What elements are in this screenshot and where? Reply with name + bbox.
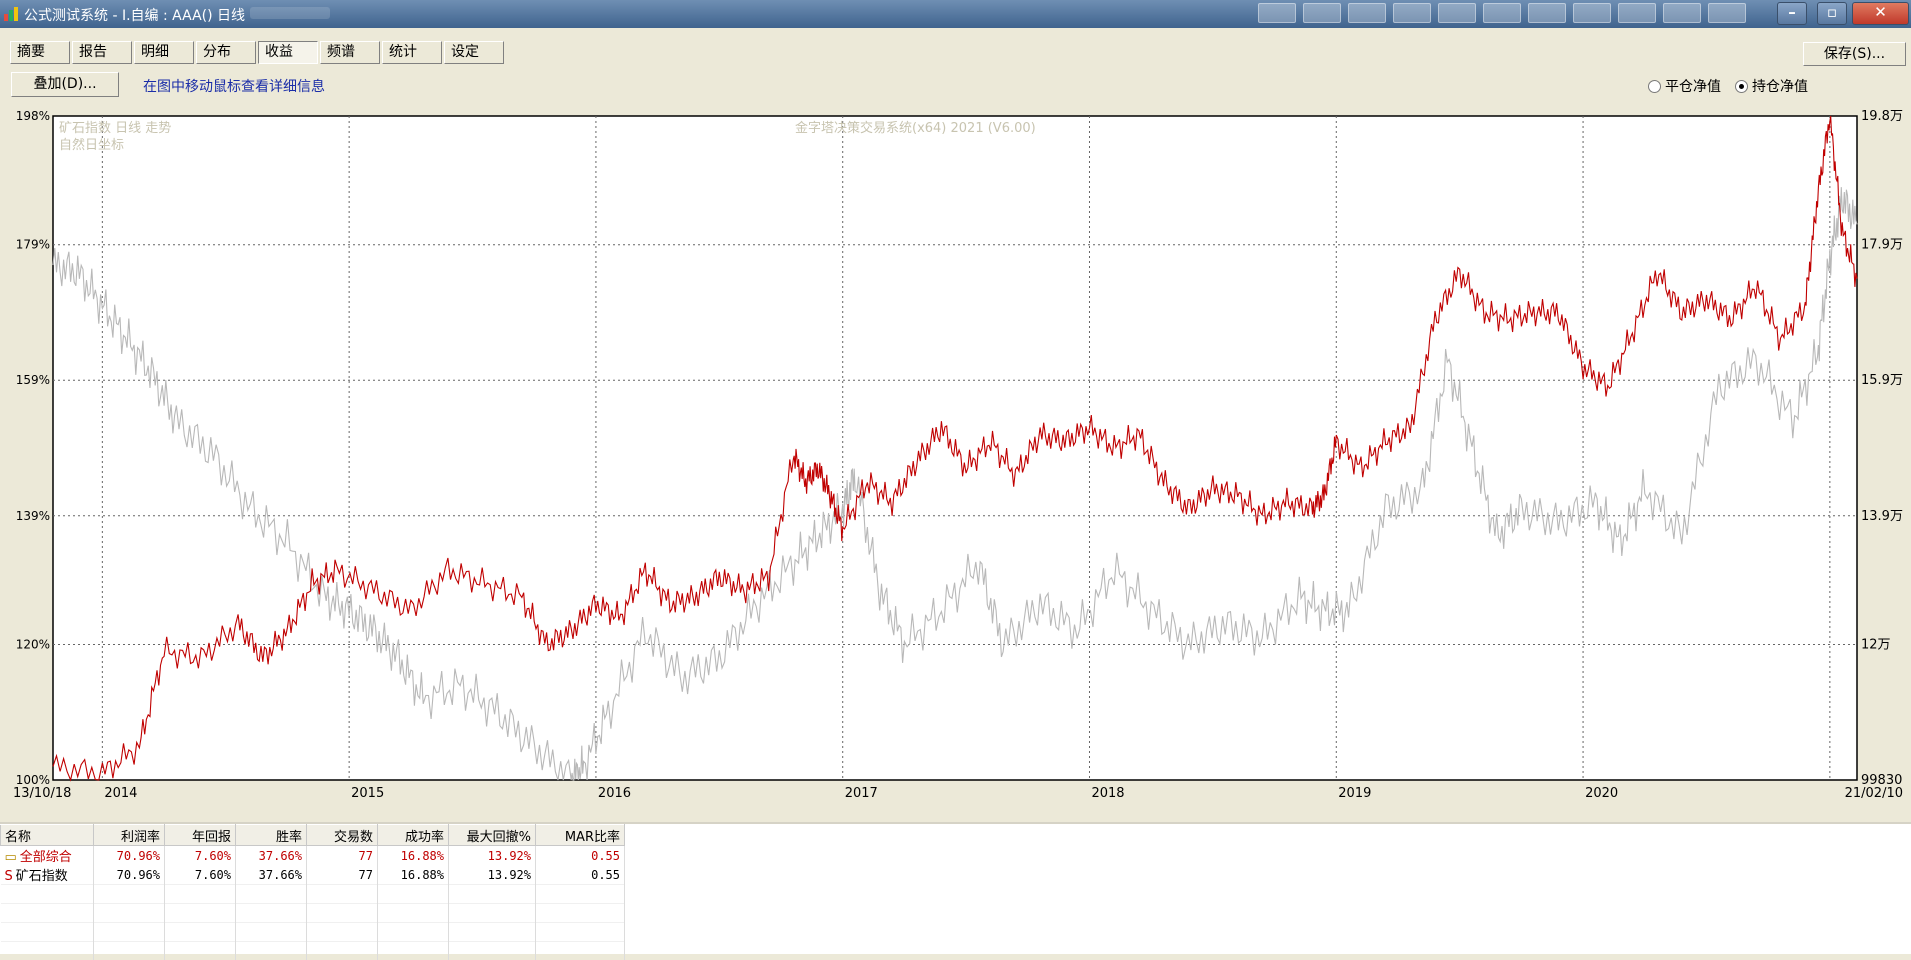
- tab-6[interactable]: 频谱: [320, 41, 380, 64]
- app-icon: [3, 6, 19, 22]
- left-axis-tick: 179%: [16, 238, 50, 252]
- equity-mode-radio-group: 平仓净值 持仓净值: [1648, 76, 1816, 96]
- column-header[interactable]: 交易数: [307, 825, 378, 846]
- radio-label: 持仓净值: [1752, 76, 1808, 96]
- table-cell: 16.88%: [378, 865, 449, 885]
- table-cell: 37.66%: [236, 846, 307, 866]
- table-cell: 77: [307, 865, 378, 885]
- tab-2[interactable]: 报告: [72, 41, 132, 64]
- column-header[interactable]: 年回报: [165, 825, 236, 846]
- empty-row: [1, 923, 625, 942]
- radio-option-1[interactable]: 平仓净值: [1648, 76, 1721, 96]
- column-header[interactable]: MAR比率: [536, 825, 625, 846]
- chart-annotation: 矿石指数 日线 走势: [59, 120, 171, 136]
- window-title: 公式测试系统 - I.自编 : AAA() 日线: [24, 5, 245, 25]
- x-axis-tick: 2015: [351, 786, 384, 801]
- empty-row: [1, 942, 625, 960]
- table-cell: 7.60%: [165, 865, 236, 885]
- table-cell: ▭全部综合: [1, 846, 94, 866]
- close-button[interactable]: ✕: [1852, 2, 1909, 25]
- right-axis-tick: 12万: [1861, 637, 1891, 652]
- chart-annotation: 金字塔决策交易系统(x64) 2021 (V6.00): [795, 120, 1036, 136]
- title-bar: 公式测试系统 - I.自编 : AAA() 日线 – ▫ ✕: [0, 0, 1911, 28]
- radio-button[interactable]: [1735, 80, 1748, 93]
- hint-text: 在图中移动鼠标查看详细信息: [143, 76, 325, 96]
- column-header[interactable]: 名称: [1, 825, 94, 846]
- empty-row: [1, 904, 625, 923]
- table-cell: 0.55: [536, 846, 625, 866]
- folder-icon: ▭: [5, 850, 17, 865]
- tab-5[interactable]: 收益: [258, 41, 318, 64]
- radio-option-2[interactable]: 持仓净值: [1735, 76, 1808, 96]
- x-axis-tick: 2017: [845, 786, 878, 801]
- radio-button[interactable]: [1648, 80, 1661, 93]
- maximize-button[interactable]: ▫: [1817, 2, 1847, 25]
- right-axis-tick: 17.9万: [1861, 238, 1903, 253]
- left-axis-tick: 159%: [16, 373, 50, 387]
- equity-chart[interactable]: 198% 19.8万 179% 17.9万 159% 15.9万 139% 13.9万 120%…: [0, 104, 1911, 808]
- taskbar-chips: [1258, 3, 1746, 23]
- x-axis-tick: 2014: [104, 786, 137, 801]
- empty-row: [1, 885, 625, 904]
- column-header[interactable]: 胜率: [236, 825, 307, 846]
- left-axis-tick: 139%: [16, 509, 50, 523]
- tab-8[interactable]: 设定: [444, 41, 504, 64]
- table-cell: 13.92%: [449, 846, 536, 866]
- table-cell: 37.66%: [236, 865, 307, 885]
- table-cell: 77: [307, 846, 378, 866]
- x-axis-tick: 13/10/18: [13, 786, 71, 801]
- close-icon: ✕: [1874, 3, 1887, 21]
- stats-header-row: 名称利润率年回报胜率交易数成功率最大回撤%MAR比率: [1, 825, 625, 846]
- radio-label: 平仓净值: [1665, 76, 1721, 96]
- table-cell: 7.60%: [165, 846, 236, 866]
- minimize-icon: –: [1788, 3, 1796, 21]
- right-axis-tick: 13.9万: [1861, 509, 1903, 524]
- left-axis-tick: 120%: [16, 637, 50, 651]
- tab-3[interactable]: 明细: [134, 41, 194, 64]
- table-cell: 0.55: [536, 865, 625, 885]
- table-cell: 70.96%: [94, 865, 165, 885]
- s-icon: S: [5, 869, 13, 884]
- column-header[interactable]: 最大回撤%: [449, 825, 536, 846]
- maximize-icon: ▫: [1827, 3, 1837, 21]
- save-button[interactable]: 保存(S)...: [1803, 42, 1906, 66]
- table-cell: 70.96%: [94, 846, 165, 866]
- left-axis-tick: 198%: [16, 109, 50, 123]
- column-header[interactable]: 成功率: [378, 825, 449, 846]
- chart-annotation: 自然日坐标: [59, 137, 124, 153]
- table-cell: 16.88%: [378, 846, 449, 866]
- minimize-button[interactable]: –: [1777, 2, 1807, 25]
- tab-1[interactable]: 摘要: [10, 41, 70, 64]
- right-axis-tick: 19.8万: [1861, 109, 1903, 124]
- tab-bar: 摘要报告明细分布收益频谱统计设定: [10, 41, 506, 64]
- x-axis-tick: 21/02/10: [1845, 786, 1903, 801]
- x-axis-tick: 2020: [1585, 786, 1618, 801]
- right-axis-tick: 15.9万: [1861, 373, 1903, 388]
- column-header[interactable]: 利润率: [94, 825, 165, 846]
- tab-7[interactable]: 统计: [382, 41, 442, 64]
- x-axis-tick: 2019: [1338, 786, 1371, 801]
- overlay-button[interactable]: 叠加(D)...: [11, 72, 119, 97]
- tab-4[interactable]: 分布: [196, 41, 256, 64]
- x-axis-tick: 2018: [1091, 786, 1124, 801]
- table-cell: 13.92%: [449, 865, 536, 885]
- left-axis-tick: 100%: [16, 773, 50, 787]
- x-axis-tick: 2016: [598, 786, 631, 801]
